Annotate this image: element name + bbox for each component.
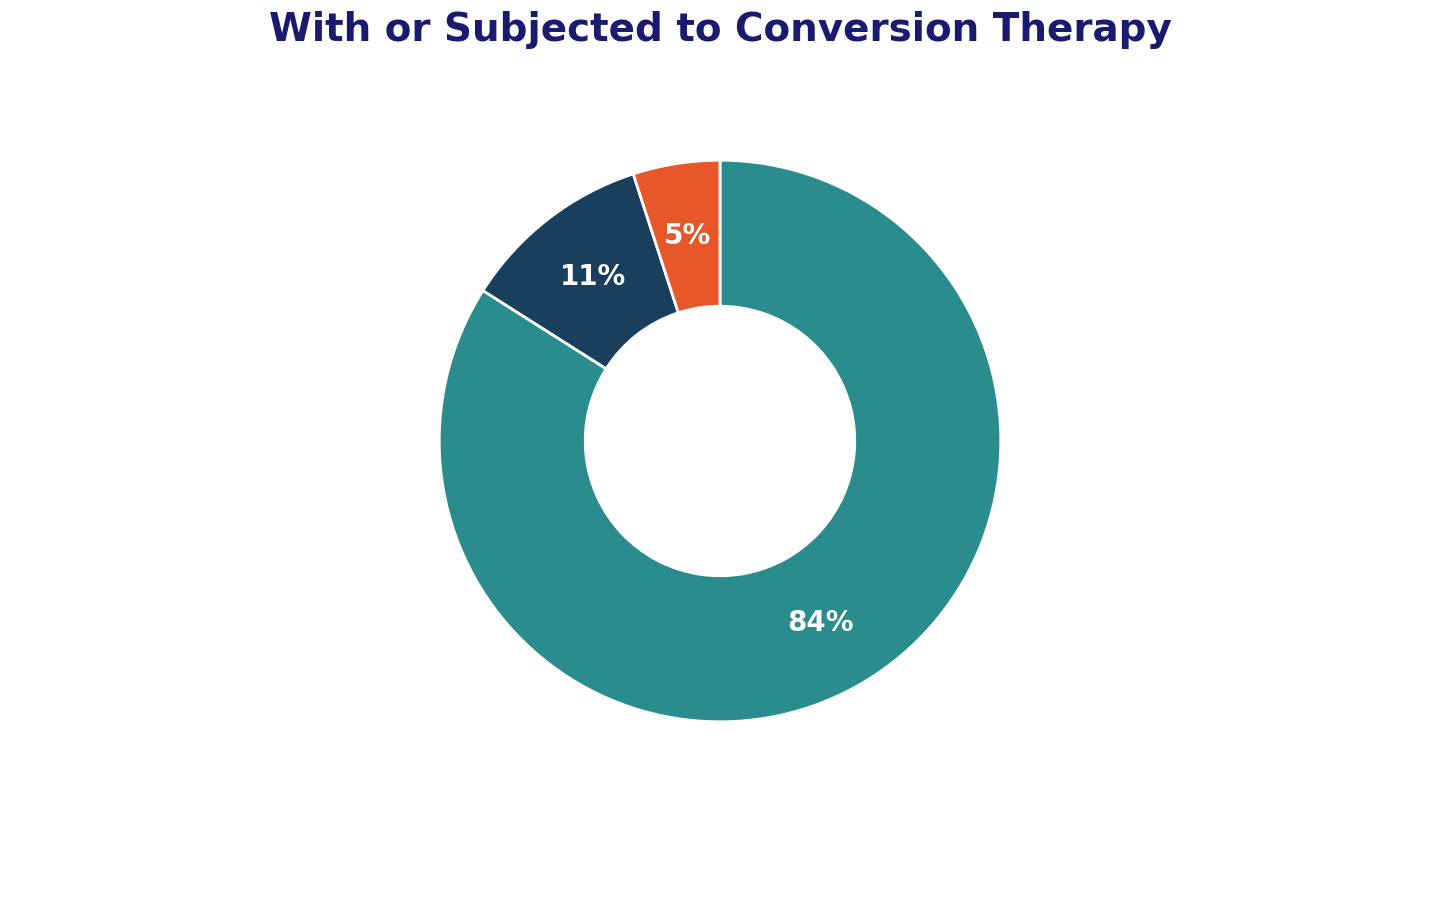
Wedge shape bbox=[634, 160, 720, 313]
Text: 11%: 11% bbox=[560, 263, 626, 291]
Wedge shape bbox=[482, 174, 678, 369]
Text: 5%: 5% bbox=[664, 221, 711, 250]
Title: Latinx LGBTQ Young People Who Reported Being Threatened
With or Subjected to Con: Latinx LGBTQ Young People Who Reported B… bbox=[52, 0, 1388, 50]
Wedge shape bbox=[439, 160, 1001, 722]
Text: 84%: 84% bbox=[786, 609, 854, 637]
